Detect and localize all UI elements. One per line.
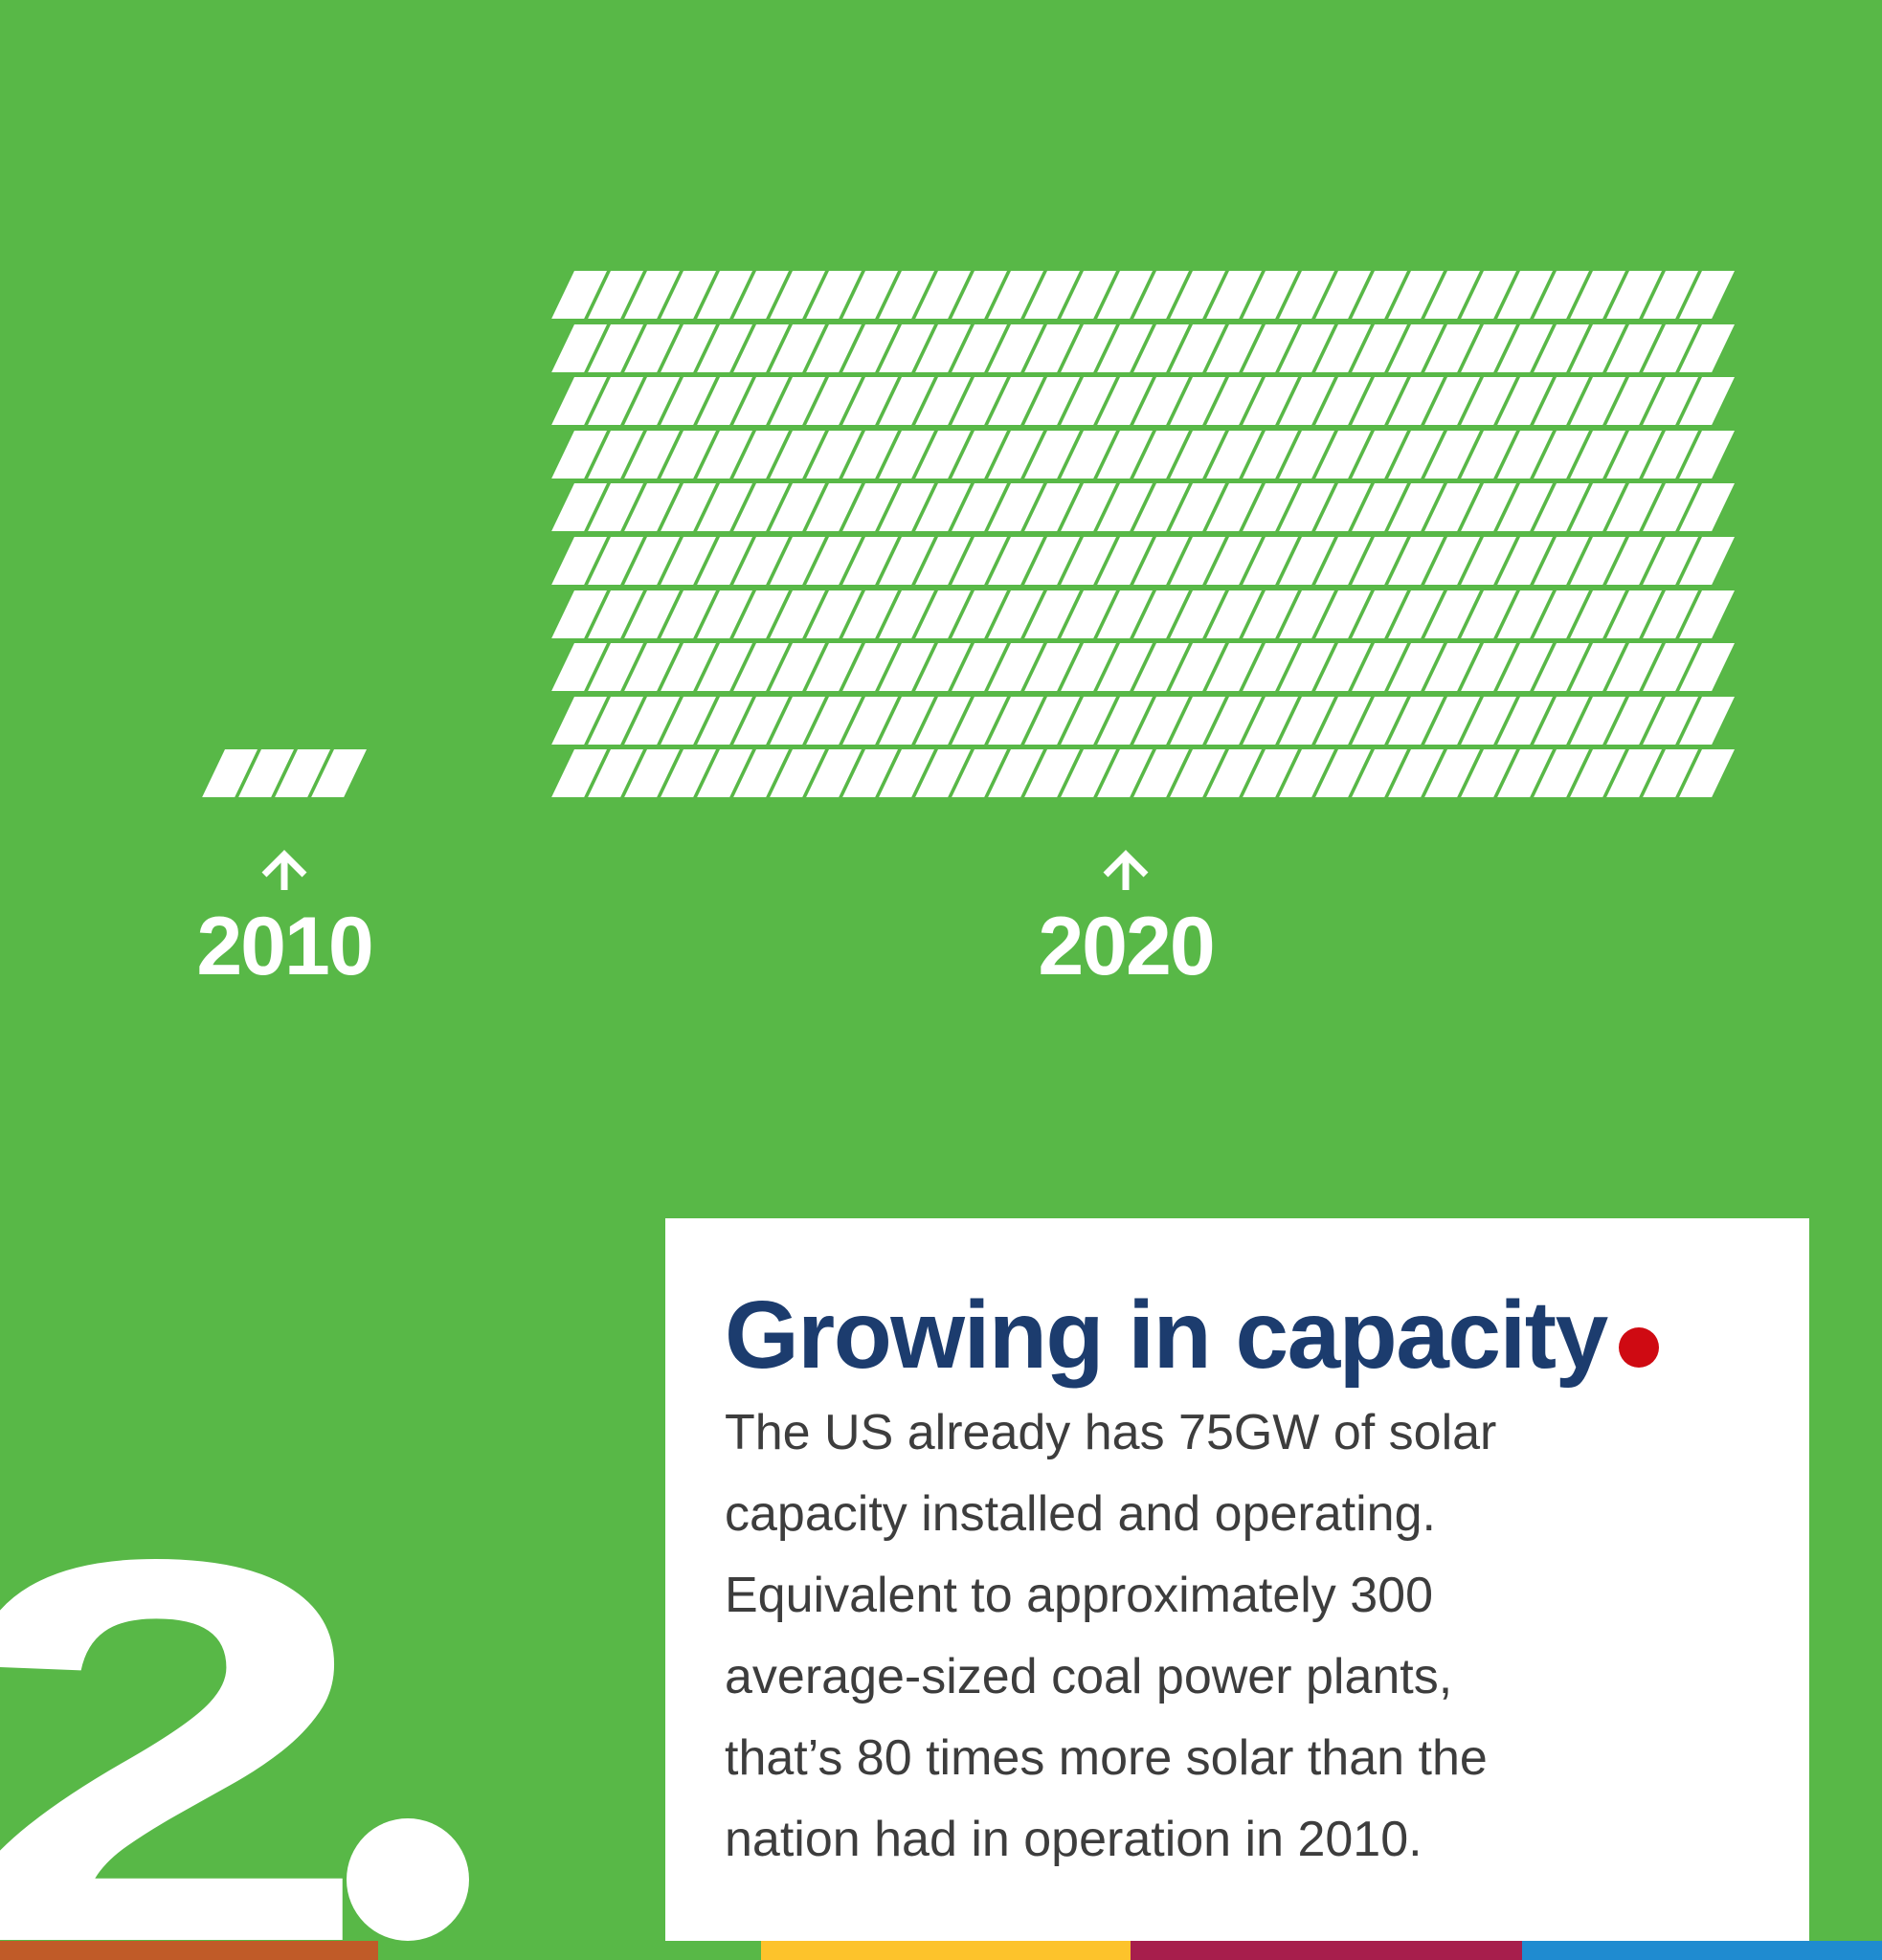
year-label-2020: 2020 [1038, 901, 1215, 992]
pictogram-row [551, 696, 1735, 745]
pictogram-row [551, 430, 1735, 479]
pictogram-row [551, 377, 1735, 426]
pictogram-row [551, 323, 1735, 372]
pictogram-row [551, 590, 1735, 638]
section-number-period [347, 1818, 469, 1941]
body-line: The US already has 75GW of solar [725, 1405, 1497, 1460]
up-arrow-2010-icon [261, 850, 307, 890]
pictogram-row [551, 537, 1735, 585]
body-line: nation had in operation in 2010. [725, 1812, 1423, 1867]
footer-stripe-maroon [1131, 1941, 1522, 1960]
footer-stripe-yellow [761, 1941, 1131, 1960]
footer-stripe-orange [0, 1941, 378, 1960]
pictogram-row [202, 749, 367, 797]
card-body: The US already has 75GW of solar capacity… [725, 1392, 1761, 1881]
body-line: average-sized coal power plants, [725, 1649, 1453, 1704]
pictogram-row [551, 271, 1735, 319]
pictogram-row [551, 643, 1735, 692]
info-card: Growing in capacity The US already has 7… [665, 1218, 1809, 1960]
body-line: Equivalent to approximately 300 [725, 1568, 1434, 1623]
card-title: Growing in capacity [725, 1287, 1761, 1383]
section-number: 2 [0, 1479, 373, 1960]
card-title-text: Growing in capacity [725, 1281, 1608, 1389]
year-label-2010: 2010 [196, 901, 373, 992]
body-line: that’s 80 times more solar than the [725, 1730, 1488, 1786]
footer-stripe-bar [0, 1941, 1882, 1960]
pictogram-row [551, 483, 1735, 532]
body-line: capacity installed and operating. [725, 1486, 1436, 1542]
pictogram-row [551, 749, 1735, 798]
footer-stripe-green [378, 1941, 761, 1960]
footer-stripe-blue [1522, 1941, 1882, 1960]
title-period-dot [1618, 1327, 1659, 1368]
up-arrow-2020-icon [1103, 850, 1149, 890]
